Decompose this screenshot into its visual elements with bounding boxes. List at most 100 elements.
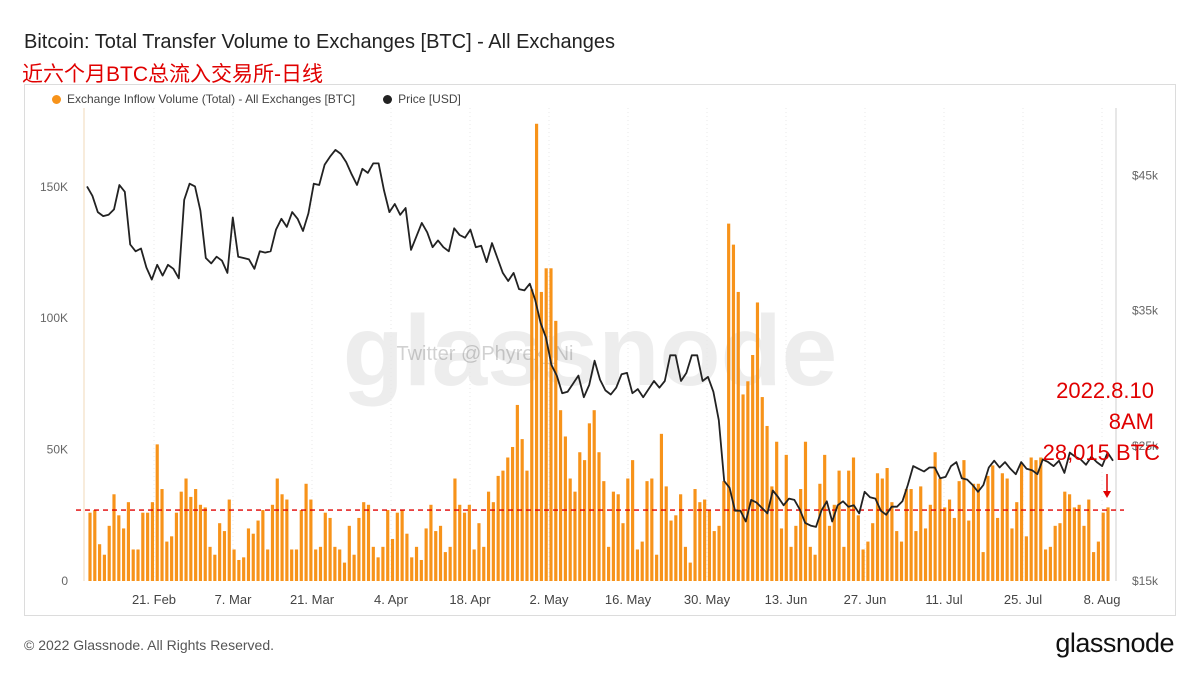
inflow-bar	[338, 549, 342, 581]
inflow-bar	[496, 475, 500, 581]
inflow-bar	[635, 549, 639, 581]
inflow-bar	[707, 510, 712, 581]
inflow-bar	[194, 489, 198, 581]
inflow-bar	[467, 504, 471, 581]
inflow-bar	[126, 502, 130, 581]
inflow-bar	[472, 549, 476, 581]
inflow-bar	[362, 502, 366, 581]
footer-brand-logo: glassnode	[1055, 628, 1174, 658]
inflow-bar	[347, 525, 351, 581]
inflow-bar	[342, 562, 347, 581]
inflow-bar	[1029, 457, 1033, 581]
x-tick-label: 16. May	[605, 592, 652, 607]
inflow-bar	[631, 460, 635, 581]
y-right-tick-label: $35k	[1132, 304, 1159, 318]
x-tick-label: 4. Apr	[374, 592, 409, 607]
inflow-bar	[688, 562, 692, 581]
inflow-bar	[991, 465, 995, 581]
inflow-bar	[847, 470, 851, 581]
y-right-tick-label: $45k	[1132, 169, 1159, 183]
inflow-bar	[952, 517, 956, 581]
inflow-bar	[203, 507, 207, 581]
inflow-bar	[938, 478, 942, 581]
inflow-bar	[659, 433, 664, 581]
inflow-bar	[592, 410, 596, 581]
inflow-bar	[880, 478, 884, 581]
inflow-bar	[208, 546, 212, 581]
inflow-bar	[962, 460, 966, 581]
y-axis-left: 0 50K 100K 150K	[40, 180, 68, 588]
inflow-bar	[242, 557, 246, 581]
y-right-tick-label: $25k	[1132, 439, 1159, 453]
legend-swatch-inflow	[52, 94, 61, 104]
inflow-bar	[510, 446, 515, 581]
inflow-bar	[928, 504, 932, 581]
inflow-bar	[770, 486, 774, 581]
inflow-bar	[1063, 491, 1067, 581]
inflow-bar	[607, 546, 611, 581]
inflow-bar	[530, 289, 534, 581]
inflow-bar	[895, 531, 899, 581]
inflow-bar	[775, 441, 779, 581]
y-axis-right: $15k $25k $35k $45k	[1132, 169, 1159, 588]
inflow-bar	[943, 507, 947, 581]
inflow-bar	[462, 512, 467, 581]
inflow-bar	[909, 489, 913, 581]
inflow-bar	[179, 491, 183, 581]
inflow-bar	[1015, 502, 1019, 581]
inflow-bar	[611, 491, 615, 581]
inflow-bar	[371, 546, 375, 581]
inflow-bar	[967, 520, 971, 581]
y-left-tick-label: 50K	[47, 443, 68, 457]
inflow-bar	[237, 559, 241, 581]
inflow-bar	[919, 486, 923, 581]
inflow-bar	[755, 302, 760, 581]
inflow-bar	[318, 546, 323, 581]
annotation-arrow-head	[1103, 491, 1111, 498]
inflow-bar	[1010, 528, 1014, 581]
inflow-bar	[534, 123, 539, 582]
inflow-bar	[352, 554, 356, 581]
x-tick-label: 13. Jun	[765, 592, 808, 607]
inflow-bar	[525, 470, 529, 581]
inflow-bar	[866, 541, 870, 581]
inflow-bar	[1039, 457, 1043, 581]
inflow-bar	[266, 549, 270, 581]
inflow-bar	[246, 528, 251, 581]
inflow-bar	[333, 546, 337, 581]
inflow-bar	[578, 452, 582, 581]
legend-item-price[interactable]: Price [USD]	[383, 92, 461, 106]
inflow-bar	[837, 470, 841, 581]
inflow-bar	[453, 478, 457, 581]
inflow-bar	[424, 528, 428, 581]
inflow-bar	[851, 457, 856, 581]
inflow-bar	[1053, 525, 1057, 581]
inflow-bar	[400, 510, 404, 581]
inflow-bar	[698, 502, 702, 581]
x-tick-label: 30. May	[684, 592, 731, 607]
inflow-bar	[395, 512, 399, 581]
legend-item-inflow[interactable]: Exchange Inflow Volume (Total) - All Exc…	[52, 92, 355, 106]
inflow-bar	[376, 557, 380, 581]
inflow-bar	[1096, 541, 1100, 581]
legend-label-price: Price [USD]	[398, 92, 461, 106]
inflow-bar	[616, 494, 620, 581]
inflow-bar	[683, 546, 688, 581]
inflow-bar	[280, 494, 284, 581]
inflow-bar	[957, 481, 961, 581]
inflow-bar	[198, 504, 203, 581]
inflow-bar	[155, 444, 159, 581]
inflow-bar	[976, 483, 980, 581]
inflow-bar	[299, 510, 303, 581]
inflow-bar	[160, 489, 164, 581]
x-tick-label: 25. Jul	[1004, 592, 1042, 607]
inflow-bar	[438, 525, 443, 581]
inflow-bar	[410, 557, 414, 581]
inflow-bar	[1048, 546, 1052, 581]
inflow-bar	[491, 502, 495, 581]
inflow-bar	[107, 525, 111, 581]
inflow-bar	[947, 499, 952, 581]
inflow-bar	[554, 320, 558, 581]
inflow-bar	[146, 512, 150, 581]
inflow-bar	[899, 541, 904, 581]
